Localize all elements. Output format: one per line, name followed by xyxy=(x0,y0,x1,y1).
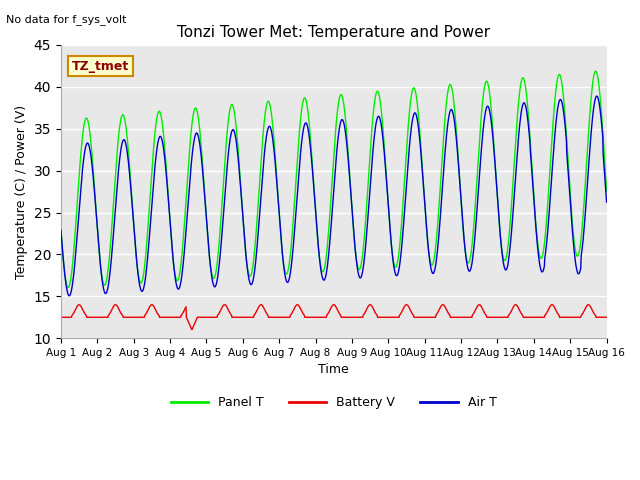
Air T xyxy=(419,172,426,178)
Air T xyxy=(166,210,173,216)
Battery V xyxy=(179,311,186,316)
Air T xyxy=(490,147,498,153)
Panel T xyxy=(166,210,173,216)
Panel T xyxy=(64,285,72,290)
Battery V xyxy=(539,314,547,320)
Panel T xyxy=(419,170,426,176)
Air T xyxy=(538,269,546,275)
Battery V xyxy=(490,314,498,320)
X-axis label: Time: Time xyxy=(318,363,349,376)
Battery V xyxy=(57,314,65,320)
Panel T xyxy=(538,254,546,260)
Battery V xyxy=(419,314,427,320)
Line: Battery V: Battery V xyxy=(61,305,607,330)
Panel T xyxy=(179,244,186,250)
Line: Panel T: Panel T xyxy=(61,71,607,288)
Panel T xyxy=(490,142,498,148)
Y-axis label: Temperature (C) / Power (V): Temperature (C) / Power (V) xyxy=(15,105,28,278)
Panel T xyxy=(603,188,611,193)
Panel T xyxy=(57,227,65,233)
Air T xyxy=(603,199,611,205)
Panel T xyxy=(592,68,600,74)
Battery V xyxy=(166,314,173,320)
Air T xyxy=(593,93,600,99)
Legend: Panel T, Battery V, Air T: Panel T, Battery V, Air T xyxy=(166,391,502,414)
Battery V xyxy=(76,302,83,308)
Line: Air T: Air T xyxy=(61,96,607,296)
Air T xyxy=(57,228,65,233)
Air T xyxy=(179,266,186,272)
Panel T xyxy=(240,226,248,232)
Title: Tonzi Tower Met: Temperature and Power: Tonzi Tower Met: Temperature and Power xyxy=(177,24,490,39)
Air T xyxy=(240,226,248,231)
Battery V xyxy=(603,314,611,320)
Battery V xyxy=(240,314,248,320)
Text: No data for f_sys_volt: No data for f_sys_volt xyxy=(6,14,127,25)
Air T xyxy=(65,293,73,299)
Text: TZ_tmet: TZ_tmet xyxy=(72,60,129,72)
Battery V xyxy=(188,327,196,333)
